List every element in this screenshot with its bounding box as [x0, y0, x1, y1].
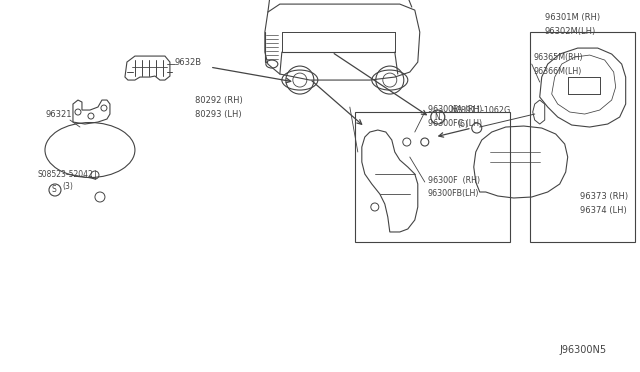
Text: J96300N5: J96300N5 — [560, 345, 607, 355]
Text: 96321: 96321 — [46, 109, 72, 119]
Text: 96301M (RH): 96301M (RH) — [545, 13, 600, 22]
Text: N08911-1062G: N08911-1062G — [450, 106, 510, 115]
Text: 96373 (RH): 96373 (RH) — [580, 192, 628, 202]
Text: S: S — [52, 186, 56, 195]
Text: N: N — [434, 113, 440, 122]
Text: 96300FC (LH): 96300FC (LH) — [428, 119, 482, 128]
Text: (3): (3) — [62, 183, 73, 192]
Text: 80293 (LH): 80293 (LH) — [195, 109, 241, 119]
Text: S08523-52042: S08523-52042 — [38, 170, 93, 179]
Text: 96302M(LH): 96302M(LH) — [545, 26, 596, 36]
Text: 96300F  (RH): 96300F (RH) — [428, 176, 480, 185]
Text: 96366M(LH): 96366M(LH) — [534, 67, 582, 76]
Text: (6): (6) — [458, 119, 469, 129]
Text: 96300FB(LH): 96300FB(LH) — [428, 189, 479, 199]
Text: 80292 (RH): 80292 (RH) — [195, 96, 243, 105]
Text: 96300FA (RH): 96300FA (RH) — [428, 105, 482, 113]
Text: 96374 (LH): 96374 (LH) — [580, 206, 627, 215]
Text: 9632B: 9632B — [175, 58, 202, 67]
Text: 96365M(RH): 96365M(RH) — [534, 52, 583, 61]
